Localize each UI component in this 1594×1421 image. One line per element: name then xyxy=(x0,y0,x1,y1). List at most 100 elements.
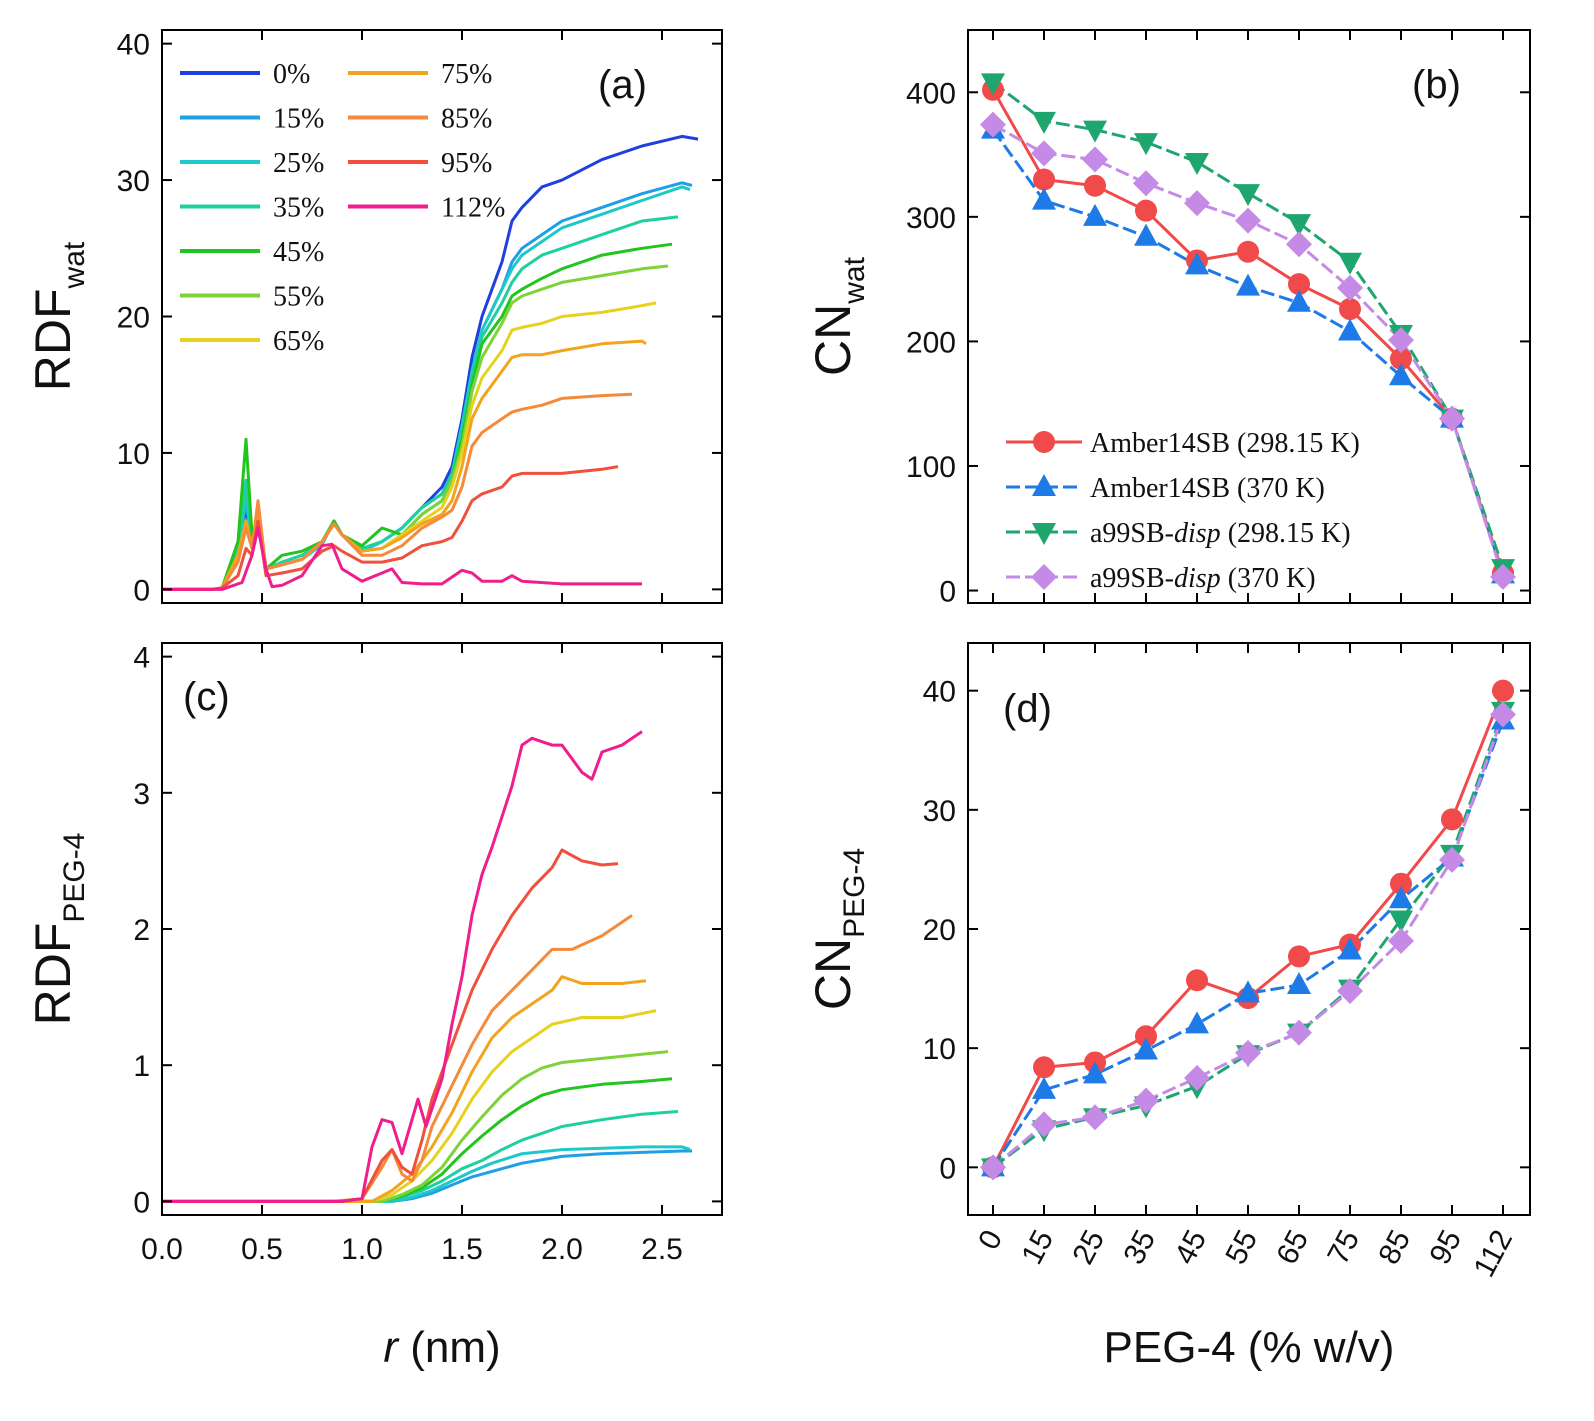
x-tick-label: 112 xyxy=(1468,1225,1520,1283)
series-marker xyxy=(1388,327,1414,354)
x-axis-label: r (nm) xyxy=(383,1323,500,1372)
y-axis-label-main: CN xyxy=(805,304,861,376)
y-axis-label-subscript: PEG-4 xyxy=(838,848,871,938)
series-line-65pct xyxy=(162,1009,657,1203)
legend-label: 55% xyxy=(273,282,324,313)
x-tick-label: 55 xyxy=(1219,1225,1264,1270)
series-marker xyxy=(1389,910,1413,933)
series-marker xyxy=(1338,252,1362,275)
series-marker xyxy=(1084,174,1106,197)
legend-label: 15% xyxy=(273,104,324,135)
x-tick-label: 1.5 xyxy=(441,1233,483,1266)
y-tick-label: 4 xyxy=(133,642,150,675)
series-marker xyxy=(1235,207,1261,234)
legend-label-part: disp xyxy=(1174,563,1221,594)
x-tick-label: 2.0 xyxy=(541,1233,583,1266)
series-marker xyxy=(1337,274,1363,301)
x-tick-label: 1.0 xyxy=(341,1233,383,1266)
series-marker xyxy=(1389,886,1413,909)
x-tick-label: 0.5 xyxy=(241,1233,283,1266)
series-marker xyxy=(1492,679,1514,702)
series-marker xyxy=(1083,203,1107,226)
legend-label: 112% xyxy=(441,193,505,224)
series-marker xyxy=(980,1154,1006,1181)
legend-label: 45% xyxy=(273,237,324,268)
x-axis-label-symbol: r xyxy=(383,1323,400,1372)
series-marker xyxy=(1237,240,1259,263)
series-marker xyxy=(1031,140,1057,167)
series-marker xyxy=(1339,298,1361,321)
series-marker xyxy=(1083,1061,1107,1084)
series-marker xyxy=(1439,846,1465,873)
panel-label-a: (a) xyxy=(598,63,647,107)
y-tick-label: 300 xyxy=(906,202,956,235)
series-marker xyxy=(1184,190,1210,217)
series-marker xyxy=(1288,273,1310,296)
series-marker xyxy=(1287,214,1311,237)
series-line-25pct xyxy=(162,1145,691,1203)
series-marker xyxy=(1235,1039,1261,1066)
legend-label: Amber14SB (298.15 K) xyxy=(1090,428,1360,459)
x-tick-label: 75 xyxy=(1321,1225,1366,1270)
legend-label-part: Amber14SB (298.15 K) xyxy=(1090,428,1360,459)
panel-c: 0.0 0.5 1.0 1.5 2.0 2.5 0 1 2 3 4 RDFPEG-4 (c) r (nm) xyxy=(25,642,723,1372)
y-tick-label: 400 xyxy=(906,77,956,110)
series-line xyxy=(992,710,1505,1169)
series-marker xyxy=(1287,972,1311,995)
x-tick-label: 45 xyxy=(1168,1225,1213,1270)
y-tick-label: 30 xyxy=(923,795,956,828)
legend-label-part: (298.15 K) xyxy=(1221,518,1351,549)
legend-label: 85% xyxy=(441,104,492,135)
legend-marker xyxy=(1033,431,1055,453)
y-tick-label: 0 xyxy=(939,1152,956,1185)
x-tick-label: 0.0 xyxy=(141,1233,183,1266)
x-tick-label: 85 xyxy=(1372,1225,1417,1270)
legend-label: Amber14SB (370 K) xyxy=(1090,473,1325,504)
series-marker xyxy=(1186,969,1208,992)
series-line-15pct xyxy=(162,1149,692,1203)
series-line-45pct xyxy=(162,242,673,591)
x-tick-label: 0 xyxy=(972,1225,1009,1255)
series-marker xyxy=(1184,1064,1210,1091)
series-marker xyxy=(1083,120,1107,143)
x-tick-label: 15 xyxy=(1015,1225,1060,1270)
x-axis-label: PEG-4 (% w/v) xyxy=(1104,1323,1395,1372)
y-tick-label: 40 xyxy=(923,676,956,709)
legend-marker xyxy=(1032,523,1056,545)
series-marker xyxy=(1236,980,1260,1003)
series-marker xyxy=(1033,168,1055,191)
y-tick-label: 0 xyxy=(133,1186,150,1219)
series-line-112pct xyxy=(162,526,642,591)
y-axis-label: CNwat xyxy=(805,256,871,376)
series-marker xyxy=(1389,363,1413,386)
series-line-95pct xyxy=(162,848,619,1203)
series-marker xyxy=(1185,1011,1209,1034)
series-marker xyxy=(1338,937,1362,960)
series-marker xyxy=(1032,1076,1056,1099)
legend-label: a99SB-disp (298.15 K) xyxy=(1090,518,1351,549)
series-marker xyxy=(1185,153,1209,176)
y-tick-label: 10 xyxy=(117,438,150,471)
y-tick-label: 40 xyxy=(117,29,150,62)
series-marker xyxy=(1082,1104,1108,1131)
series-line xyxy=(992,81,1505,569)
y-axis-label: RDFwat xyxy=(25,241,91,391)
legend-label: 0% xyxy=(273,59,310,90)
y-axis-label-main: RDF xyxy=(25,288,81,391)
panel-label-c: (c) xyxy=(183,675,230,719)
y-tick-label: 20 xyxy=(117,302,150,335)
y-tick-label: 200 xyxy=(906,326,956,359)
series-marker xyxy=(1287,289,1311,312)
y-axis-label: RDFPEG-4 xyxy=(25,833,91,1026)
y-tick-label: 0 xyxy=(133,574,150,607)
y-tick-label: 2 xyxy=(133,914,150,947)
plot-frame xyxy=(967,642,1531,1216)
series-marker xyxy=(1133,1087,1159,1114)
series-marker xyxy=(1337,977,1363,1004)
y-tick-label: 0 xyxy=(939,576,956,609)
legend-label-part: Amber14SB (370 K) xyxy=(1090,473,1325,504)
y-axis-label-subscript: wat xyxy=(838,256,871,304)
series-line-112pct xyxy=(162,730,643,1203)
legend-label: 25% xyxy=(273,148,324,179)
legend-label-part: disp xyxy=(1174,518,1221,549)
